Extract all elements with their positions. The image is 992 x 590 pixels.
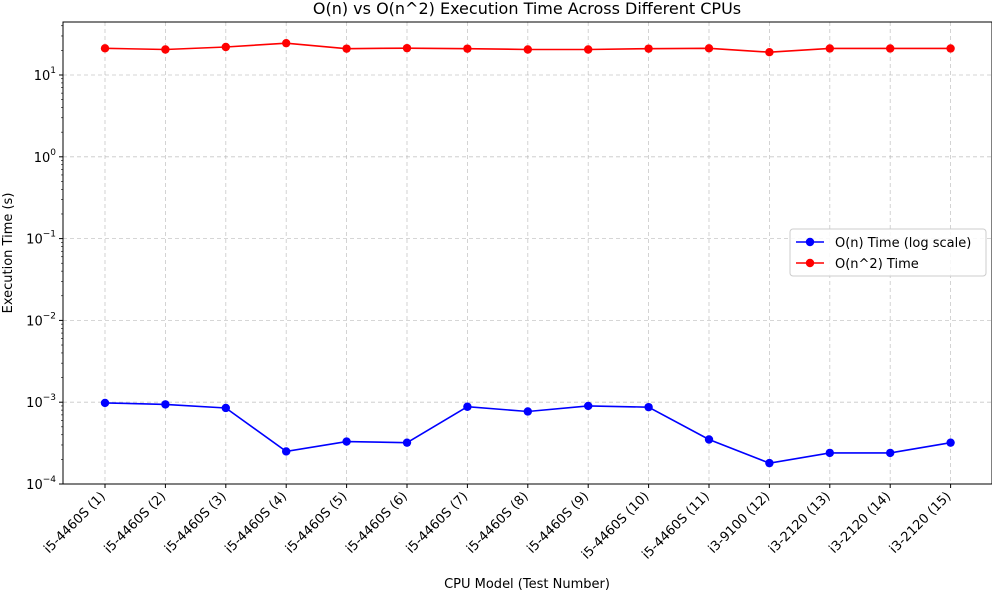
- data-point: [402, 43, 412, 53]
- data-point: [765, 47, 774, 57]
- data-point: [825, 448, 834, 458]
- chart-title: O(n) vs O(n^2) Execution Time Across Dif…: [313, 0, 741, 18]
- legend-box: [789, 228, 987, 277]
- legend-swatch-marker: [805, 258, 815, 268]
- y-tick-label: 101: [34, 66, 56, 84]
- data-point: [221, 42, 230, 52]
- data-point: [584, 45, 593, 54]
- legend: O(n) Time (log scale) O(n^2) Time: [789, 228, 987, 277]
- data-point: [644, 402, 653, 412]
- data-point: [825, 44, 834, 53]
- data-point: [765, 458, 774, 468]
- data-point: [282, 38, 291, 48]
- data-point: [402, 438, 412, 447]
- data-point: [221, 403, 230, 413]
- data-point: [161, 400, 170, 409]
- legend-swatch-marker: [805, 237, 815, 247]
- data-point: [946, 438, 955, 447]
- data-point: [463, 44, 472, 53]
- data-point: [886, 448, 895, 458]
- data-point: [584, 401, 593, 411]
- y-tick-label: 10−4: [26, 475, 56, 493]
- data-point: [161, 45, 170, 54]
- data-point: [100, 44, 110, 53]
- data-point: [644, 44, 653, 53]
- data-point: [463, 402, 472, 411]
- data-point: [282, 447, 291, 456]
- legend-label: O(n^2) Time: [835, 257, 919, 272]
- y-tick-label: 10−3: [26, 393, 56, 411]
- x-axis-label: CPU Model (Test Number): [444, 577, 610, 590]
- y-tick-label: 10−2: [26, 311, 56, 329]
- data-point: [100, 398, 110, 408]
- data-point: [342, 44, 351, 53]
- data-point: [342, 437, 351, 446]
- series-layer: [100, 38, 955, 468]
- y-tick-label: 100: [34, 148, 57, 166]
- data-point: [886, 44, 895, 53]
- data-point: [704, 435, 714, 444]
- data-point: [523, 45, 532, 54]
- y-axis-label: Execution Time (s): [1, 193, 16, 314]
- y-axis: 101 100 10−1 10−2 10−3 10−4: [26, 25, 63, 493]
- y-tick-label: 10−1: [26, 230, 56, 248]
- data-point: [523, 407, 532, 416]
- data-point: [704, 44, 714, 53]
- data-point: [946, 44, 955, 53]
- legend-label: O(n) Time (log scale): [835, 236, 971, 251]
